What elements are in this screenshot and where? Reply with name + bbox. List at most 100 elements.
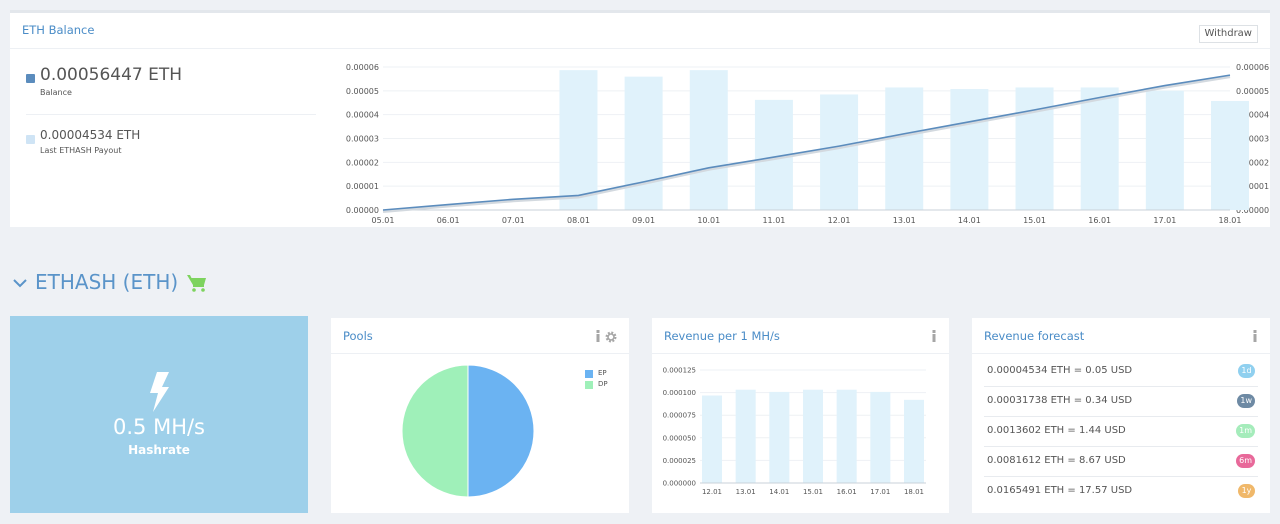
x-tick-label: 18.01	[904, 488, 924, 496]
payout-bar	[1211, 100, 1249, 210]
payout-bar	[1015, 87, 1054, 210]
panel-title: Pools	[343, 329, 373, 343]
payout-bar	[1145, 90, 1184, 210]
y-tick-label: 0.00005	[346, 87, 379, 96]
pools-panel: Pools EP DP	[331, 318, 629, 513]
x-tick-label: 06.01	[437, 216, 460, 225]
chevron-down-icon[interactable]	[12, 276, 28, 290]
x-tick-label: 17.01	[1153, 216, 1176, 225]
period-badge: 1d	[1238, 364, 1255, 378]
payout-bar	[885, 87, 924, 210]
section-title: ETHASH (ETH)	[35, 270, 179, 294]
balance-chart: 0.00000 0.00000 0.00001 0.00001 0.00002 0.000…	[346, 63, 1269, 225]
balance-line	[382, 74, 1231, 211]
x-tick-label: 16.01	[1088, 216, 1111, 225]
divider	[26, 114, 316, 115]
forecast-row: 0.0081612 ETH = 8.67 USD 6m	[984, 447, 1258, 477]
revenue-bar	[702, 395, 722, 483]
hashrate-value: 0.5 MH/s	[113, 415, 205, 439]
y-tick-label: 0.00003	[346, 135, 379, 144]
info-icon[interactable]	[1252, 330, 1258, 342]
y2-tick-label: 0.00002	[1236, 158, 1269, 167]
legend-item: DP	[585, 380, 625, 391]
divider	[984, 476, 1258, 477]
payout-label: Last ETHASH Payout	[40, 146, 122, 155]
x-tick-label: 09.01	[632, 216, 655, 225]
y-tick-label: 0.000050	[663, 434, 696, 442]
panel-header: Revenue forecast	[972, 318, 1270, 354]
period-badge: 6m	[1236, 454, 1255, 468]
y2-tick-label: 0.00000	[1236, 206, 1269, 215]
period-badge: 1m	[1236, 424, 1255, 438]
panel-header: Pools	[331, 318, 629, 354]
revenue-forecast-panel: Revenue forecast 0.00004534 ETH = 0.05 U…	[972, 318, 1270, 513]
y2-tick-label: 0.00006	[1236, 63, 1269, 72]
legend-swatch	[585, 381, 593, 389]
x-tick-label: 14.01	[769, 488, 789, 496]
y2-tick-label: 0.00005	[1236, 87, 1269, 96]
divider	[984, 416, 1258, 417]
legend-label: DP	[598, 380, 608, 388]
forecast-text: 0.0013602 ETH = 1.44 USD	[987, 425, 1126, 436]
balance-line-shadow	[382, 75, 1231, 213]
y2-tick-label: 0.00001	[1236, 182, 1269, 191]
hashrate-label: Hashrate	[128, 443, 190, 457]
legend-item: EP	[585, 369, 625, 380]
y-tick-label: 0.000075	[663, 412, 696, 420]
payout-bar	[820, 94, 859, 210]
forecast-text: 0.0165491 ETH = 17.57 USD	[987, 485, 1133, 496]
gear-icon[interactable]	[605, 331, 617, 343]
pools-legend: EP DP	[585, 369, 625, 391]
legend-label: EP	[598, 369, 607, 377]
pools-pie-chart	[401, 364, 535, 498]
lightning-bolt-icon	[150, 372, 169, 412]
x-tick-label: 12.01	[702, 488, 722, 496]
pie-slice	[467, 364, 535, 498]
forecast-row: 0.0013602 ETH = 1.44 USD 1m	[984, 417, 1258, 447]
revenue-bar	[735, 389, 756, 483]
x-tick-label: 17.01	[870, 488, 890, 496]
period-badge: 1w	[1237, 394, 1255, 408]
payout-value: 0.00004534 ETH	[40, 128, 141, 142]
forecast-row: 0.00031738 ETH = 0.34 USD 1w	[984, 387, 1258, 417]
panel-title: ETH Balance	[22, 23, 95, 37]
divider	[984, 446, 1258, 447]
forecast-text: 0.00004534 ETH = 0.05 USD	[987, 365, 1133, 376]
x-tick-label: 15.01	[803, 488, 823, 496]
x-tick-label: 14.01	[958, 216, 981, 225]
balance-legend-swatch	[26, 74, 35, 83]
revenue-bar	[870, 391, 891, 483]
shopping-cart-icon[interactable]	[186, 273, 208, 293]
hashrate-tile: 0.5 MH/s Hashrate	[10, 316, 308, 513]
payout-bar	[950, 89, 989, 210]
forecast-text: 0.00031738 ETH = 0.34 USD	[987, 395, 1133, 406]
y-tick-label: 0.00004	[346, 111, 379, 120]
y-tick-label: 0.000100	[663, 389, 696, 397]
revenue-per-mhs-panel: Revenue per 1 MH/s 0.000000 0.000025 0.000…	[652, 318, 949, 513]
info-icon[interactable]	[931, 330, 937, 342]
x-tick-label: 11.01	[762, 216, 785, 225]
withdraw-button[interactable]: Withdraw	[1198, 25, 1258, 43]
payout-bar	[689, 70, 728, 210]
y-tick-label: 0.00002	[346, 158, 379, 167]
y2-tick-label: 0.00003	[1236, 135, 1269, 144]
x-tick-label: 08.01	[567, 216, 590, 225]
eth-balance-panel: ETH Balance Withdraw 0.00056447 ETH Bala…	[10, 10, 1270, 227]
balance-label: Balance	[40, 88, 72, 97]
y-tick-label: 0.000000	[663, 480, 696, 488]
payout-bar	[559, 70, 598, 210]
y2-tick-label: 0.00004	[1236, 111, 1269, 120]
y-tick-label: 0.000125	[663, 367, 696, 375]
period-badge: 1y	[1238, 484, 1255, 498]
payout-bar	[624, 76, 663, 210]
legend-swatch	[585, 370, 593, 378]
y-tick-label: 0.00000	[346, 206, 379, 215]
pie-slice	[401, 364, 469, 498]
revenue-bar-chart: 0.000000 0.000025 0.000050 0.000075 0.000100…	[663, 367, 926, 496]
x-tick-label: 15.01	[1023, 216, 1046, 225]
x-tick-label: 13.01	[893, 216, 916, 225]
y-tick-label: 0.00001	[346, 182, 379, 191]
x-tick-label: 13.01	[736, 488, 756, 496]
payout-bar	[1080, 87, 1119, 210]
info-icon[interactable]	[595, 330, 601, 342]
